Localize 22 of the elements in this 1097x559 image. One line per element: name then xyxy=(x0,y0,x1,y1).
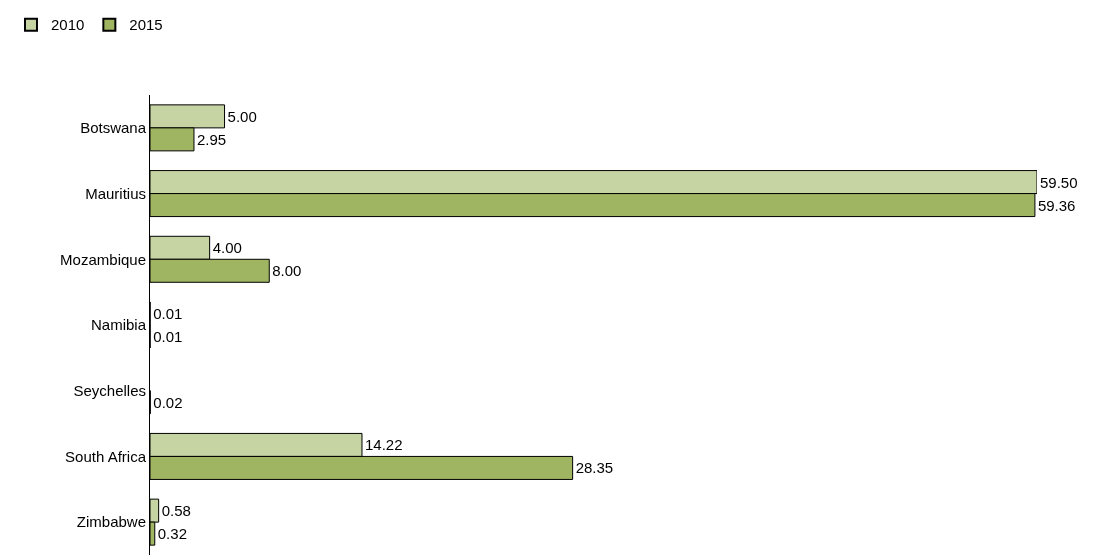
data-label: 0.01 xyxy=(153,305,183,322)
y-tick-label: South Africa xyxy=(65,447,147,465)
data-label: 28.35 xyxy=(575,459,614,477)
y-tick-label: Zimbabwe xyxy=(76,513,146,531)
data-label: 8.00 xyxy=(272,262,302,280)
data-label: 59.50 xyxy=(1040,173,1078,191)
data-label: 59.36 xyxy=(1037,196,1076,214)
data-label: 5.00 xyxy=(227,107,257,125)
y-tick-label: Mozambique xyxy=(60,250,146,268)
data-label: 0.32 xyxy=(157,525,187,543)
y-tick-label: Namibia xyxy=(90,316,147,334)
legend-label: 2015 xyxy=(129,16,163,34)
legend-label: 2010 xyxy=(50,16,85,34)
y-tick-label: Seychelles xyxy=(73,381,146,399)
data-label: 14.22 xyxy=(364,436,403,454)
data-label: 0.02 xyxy=(153,393,183,411)
y-tick-label: Mauritius xyxy=(85,184,146,202)
data-label: 0.58 xyxy=(161,502,191,520)
data-label: 0.01 xyxy=(153,328,183,345)
data-label: 4.00 xyxy=(212,239,242,257)
data-label: 2.95 xyxy=(196,130,227,148)
y-tick-label: Botswana xyxy=(80,119,147,137)
